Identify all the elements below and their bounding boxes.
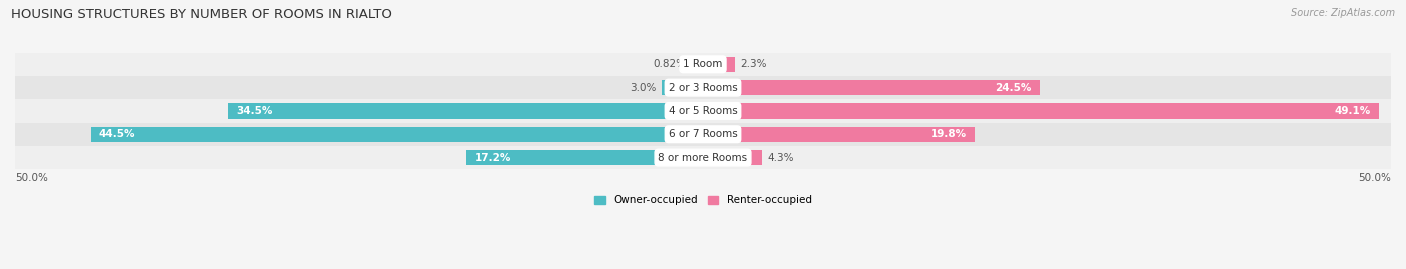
Bar: [15, 123, 1391, 146]
Text: 34.5%: 34.5%: [236, 106, 273, 116]
Text: Source: ZipAtlas.com: Source: ZipAtlas.com: [1291, 8, 1395, 18]
Text: HOUSING STRUCTURES BY NUMBER OF ROOMS IN RIALTO: HOUSING STRUCTURES BY NUMBER OF ROOMS IN…: [11, 8, 392, 21]
Text: 6 or 7 Rooms: 6 or 7 Rooms: [669, 129, 737, 139]
Bar: [90, 127, 703, 142]
Text: 50.0%: 50.0%: [1358, 173, 1391, 183]
Text: 24.5%: 24.5%: [995, 83, 1032, 93]
Bar: [228, 103, 703, 119]
Bar: [467, 150, 703, 165]
Legend: Owner-occupied, Renter-occupied: Owner-occupied, Renter-occupied: [595, 195, 811, 206]
Bar: [703, 57, 735, 72]
Bar: [15, 146, 1391, 169]
Text: 49.1%: 49.1%: [1334, 106, 1371, 116]
Text: 17.2%: 17.2%: [475, 153, 510, 162]
Text: 0.82%: 0.82%: [654, 59, 686, 69]
Bar: [15, 53, 1391, 76]
Bar: [662, 80, 703, 95]
Bar: [692, 57, 703, 72]
Text: 8 or more Rooms: 8 or more Rooms: [658, 153, 748, 162]
Bar: [703, 150, 762, 165]
Bar: [703, 103, 1379, 119]
Bar: [15, 76, 1391, 99]
Bar: [703, 80, 1040, 95]
Text: 50.0%: 50.0%: [15, 173, 48, 183]
Text: 3.0%: 3.0%: [630, 83, 657, 93]
Text: 2 or 3 Rooms: 2 or 3 Rooms: [669, 83, 737, 93]
Bar: [703, 127, 976, 142]
Text: 44.5%: 44.5%: [98, 129, 135, 139]
Text: 4 or 5 Rooms: 4 or 5 Rooms: [669, 106, 737, 116]
Text: 1 Room: 1 Room: [683, 59, 723, 69]
Text: 19.8%: 19.8%: [931, 129, 967, 139]
Bar: [15, 99, 1391, 123]
Text: 2.3%: 2.3%: [740, 59, 766, 69]
Text: 4.3%: 4.3%: [768, 153, 794, 162]
